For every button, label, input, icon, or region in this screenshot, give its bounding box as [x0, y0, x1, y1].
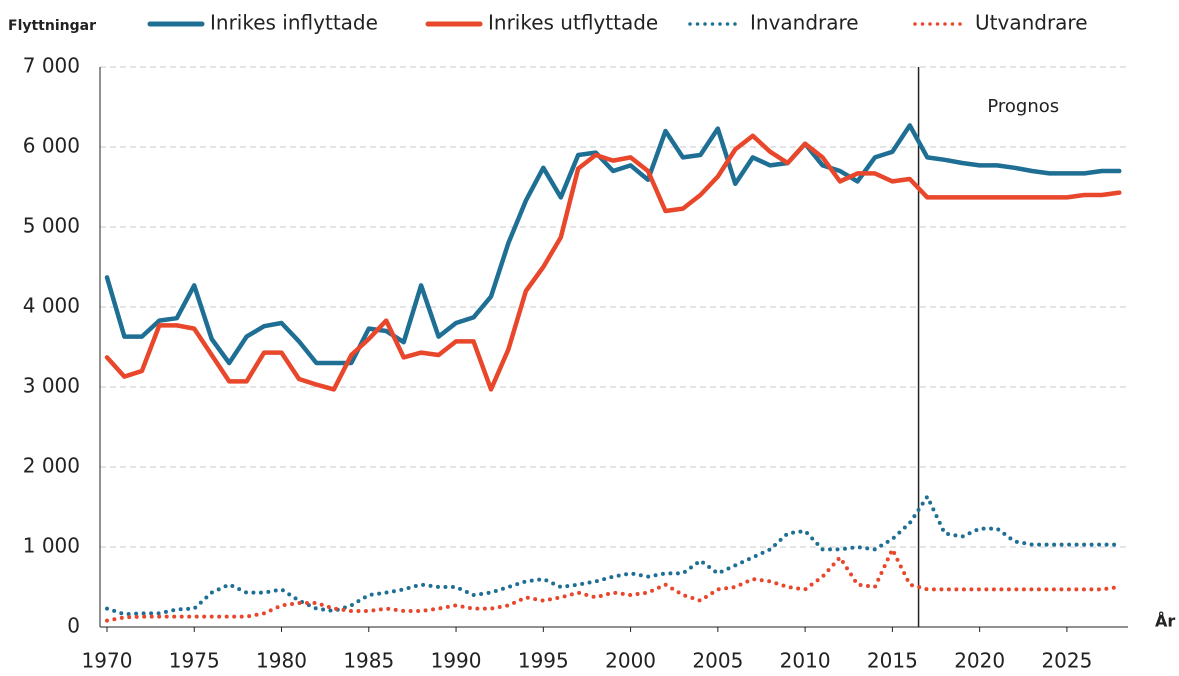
y-tick-label: 1 000	[23, 534, 80, 558]
x-tick-label: 2005	[692, 649, 743, 673]
y-tick-label: 2 000	[23, 454, 80, 478]
y-tick-label: 0	[67, 614, 80, 638]
annotation: Prognos	[987, 96, 1059, 117]
y-tick-label: 6 000	[23, 134, 80, 158]
y-tick-label: 5 000	[23, 214, 80, 238]
y-tick-label: 7 000	[23, 54, 80, 78]
x-tick-label: 2015	[867, 649, 918, 673]
series-line	[105, 547, 1122, 623]
legend-label: Inrikes inflyttade	[210, 11, 378, 35]
x-tick-label: 1975	[169, 649, 220, 673]
y-tick-label: 3 000	[23, 374, 80, 398]
x-tick-label: 2010	[780, 649, 831, 673]
legend-label: Utvandrare	[975, 11, 1088, 35]
x-axis-label: År	[1155, 612, 1175, 631]
legend-label: Invandrare	[750, 11, 859, 35]
x-tick-label: 1985	[343, 649, 394, 673]
series-line	[104, 123, 1122, 366]
series-line	[104, 133, 1122, 392]
legend-label: Inrikes utflyttade	[488, 11, 658, 35]
x-tick-label: 2020	[954, 649, 1005, 673]
series-line	[105, 494, 1122, 617]
x-tick-label: 1970	[82, 649, 133, 673]
x-tick-label: 1995	[518, 649, 569, 673]
y-tick-label: 4 000	[23, 294, 80, 318]
x-tick-label: 2025	[1041, 649, 1092, 673]
x-tick-label: 2000	[605, 649, 656, 673]
x-tick-label: 1990	[431, 649, 482, 673]
y-axis-label: Flyttningar	[8, 18, 96, 34]
x-tick-label: 1980	[256, 649, 307, 673]
